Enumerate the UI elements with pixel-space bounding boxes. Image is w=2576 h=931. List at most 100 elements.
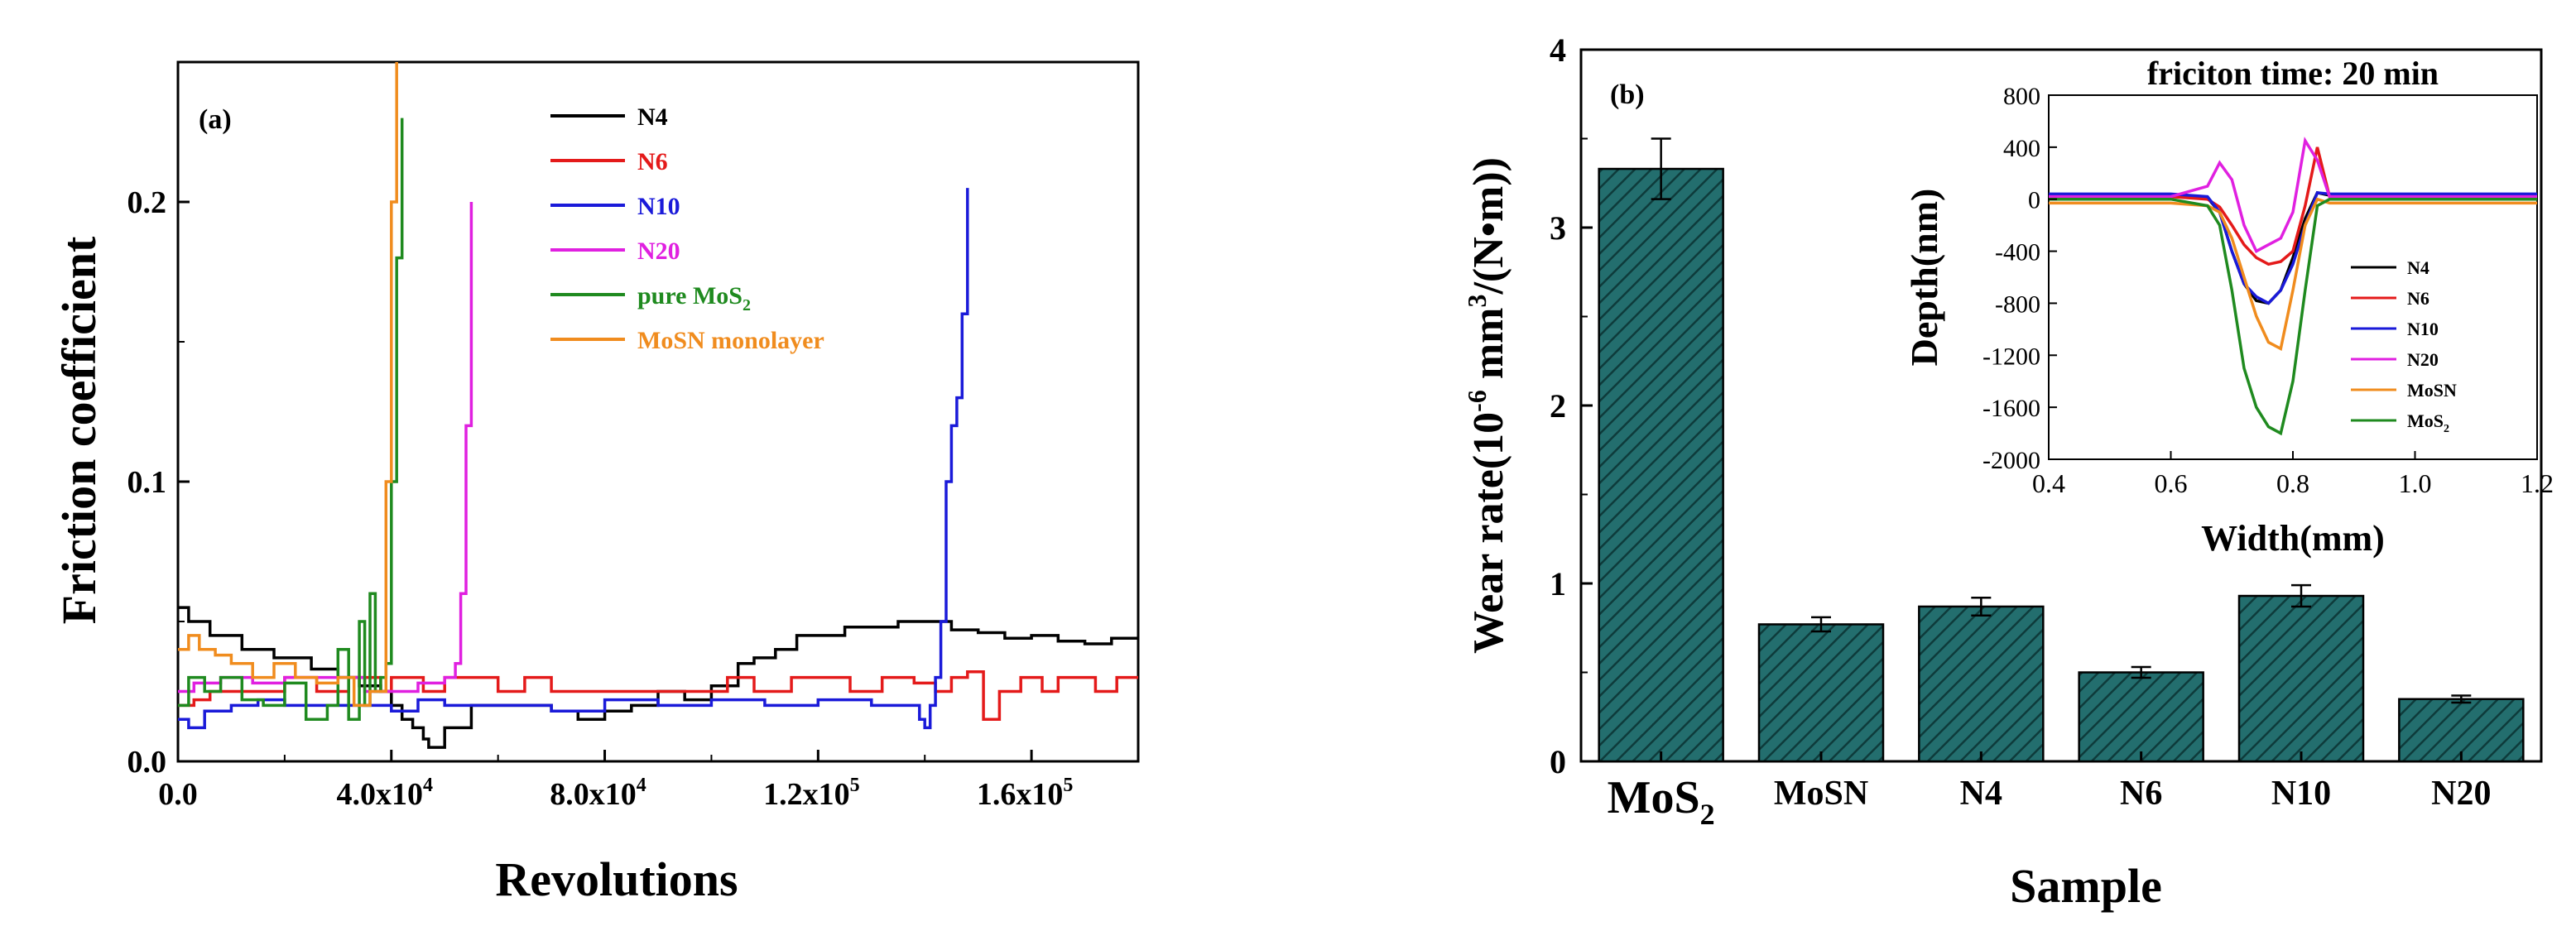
x-category-label: N6	[2120, 775, 2162, 813]
y-tick-label: 0	[1550, 743, 1566, 780]
x-category-label-main: N6	[2120, 775, 2162, 813]
x-category-label: MoSN	[1774, 775, 1868, 813]
bar-n10	[2237, 594, 2365, 763]
panel-a-xlabel: Revolutions	[495, 852, 738, 906]
inset-legend-label-main: MoS	[2407, 410, 2444, 431]
inset-y-tick-label: -400	[1995, 239, 2040, 266]
inset-x-tick-label: 0.4	[2032, 468, 2065, 498]
inset-y-tick-label: 400	[2003, 135, 2040, 162]
legend-label-main: N6	[637, 148, 668, 175]
x-category-label: MoS2	[1608, 772, 1715, 831]
inset-x-tick-label: 1.0	[2399, 468, 2432, 498]
inset-y-tick-label: 800	[2003, 83, 2040, 110]
bar-n20	[2398, 698, 2525, 763]
inset-series-line-n10	[2049, 191, 2537, 305]
legend-label: N20	[637, 238, 680, 265]
panel-b-ylabel: Wear rate(10-6 mm3/(N•m))	[1462, 157, 1512, 654]
y-tick-label: 2	[1550, 387, 1566, 425]
x-tick-label-exponent: 5	[1063, 775, 1073, 796]
legend-label: N10	[637, 193, 680, 220]
inset-legend-label-main: N10	[2407, 319, 2439, 339]
inset-ticks: 0.4 0.6 0.8 1.0 1.2 -2000 -1600 -1200 -800 -400 0 4…	[1982, 83, 2554, 498]
inset-y-tick-label: -1200	[1982, 343, 2040, 370]
y-tick-label: 1	[1550, 565, 1566, 602]
y-tick-label: 4	[1550, 31, 1566, 69]
series-line-mosn-monolayer	[178, 62, 398, 708]
panel-b-ylabel-unit: mm	[1465, 308, 1512, 391]
series-line-pure-mos	[178, 118, 404, 722]
x-tick-label: 1.6x105	[977, 775, 1074, 812]
legend-label-main: N10	[637, 193, 680, 220]
x-tick-label-mantissa: 1.2x10	[763, 777, 850, 812]
inset-legend-label-main: N4	[2407, 257, 2429, 278]
panel-a-legend: N4 N6 N10 N20 pure MoS2 MoSN monolayer	[550, 103, 824, 354]
x-tick-label-mantissa: 8.0x10	[550, 777, 637, 812]
inset-y-tick-label: -2000	[1982, 447, 2040, 474]
x-tick-label-mantissa: 1.6x10	[977, 777, 1064, 812]
legend-label-sub: 2	[743, 296, 751, 314]
inset-legend: N4 N6 N10 N20 MoSN MoS2	[2351, 257, 2457, 435]
legend-label: N4	[637, 103, 668, 131]
panel-a-series-group	[178, 62, 1138, 749]
inset-title: friciton time: 20 min	[2147, 55, 2439, 92]
legend-label: MoSN monolayer	[637, 327, 824, 354]
x-tick-label-exponent: 4	[423, 775, 433, 796]
inset-background	[2045, 91, 2537, 459]
x-tick-label-mantissa: 0.0	[158, 777, 198, 812]
inset-xlabel: Width(mm)	[2201, 518, 2385, 559]
legend-label-main: N4	[637, 103, 668, 131]
x-tick-label-exponent: 4	[637, 775, 646, 796]
inset-legend-label: N10	[2407, 319, 2439, 339]
panel-a-ylabel: Friction coefficient	[52, 236, 106, 624]
x-tick-label-exponent: 5	[850, 775, 860, 796]
inset-legend-label-sub: 2	[2444, 423, 2449, 435]
x-category-label-sub: 2	[1700, 798, 1715, 831]
inset-legend-label-main: MoSN	[2407, 380, 2457, 401]
panel-b-xlabel: Sample	[2010, 859, 2162, 913]
x-category-label: N4	[1960, 775, 2002, 813]
panel-b-ylabel-prefix: Wear rate(10	[1465, 412, 1512, 654]
legend-label-main: MoSN monolayer	[637, 327, 824, 354]
panel-b-inset-chart: 0.4 0.6 0.8 1.0 1.2 -2000 -1600 -1200 -800 -400 0 4…	[1903, 55, 2554, 559]
y-tick-label: 3	[1550, 209, 1566, 247]
inset-x-tick-label: 1.2	[2521, 468, 2554, 498]
legend-label: N6	[637, 148, 668, 175]
inset-series-group	[2049, 137, 2537, 436]
legend-label-main: pure MoS	[637, 282, 743, 310]
inset-legend-label: N20	[2407, 349, 2439, 370]
inset-y-tick-label: 0	[2028, 187, 2040, 214]
panel-b-label: (b)	[1610, 79, 1645, 110]
inset-x-tick-label: 0.6	[2155, 468, 2188, 498]
y-tick-label: 0.1	[127, 465, 167, 500]
inset-legend-label: N4	[2407, 257, 2429, 278]
inset-legend-label: MoS2	[2407, 410, 2449, 435]
series-line-n10	[178, 188, 969, 730]
inset-legend-label-main: N20	[2407, 349, 2439, 370]
bar-mos2	[1598, 167, 1724, 763]
bar-n6	[2078, 671, 2204, 763]
bar-n4	[1918, 605, 2045, 763]
series-line-n20	[178, 202, 473, 693]
panel-a-label: (a)	[199, 104, 232, 135]
y-tick-label: 0.0	[127, 745, 167, 780]
legend-label-main: N20	[637, 238, 680, 265]
inset-series-line-n20	[2049, 137, 2537, 254]
inset-x-tick-label: 0.8	[2276, 468, 2309, 498]
inset-legend-label: MoSN	[2407, 380, 2457, 401]
x-tick-label: 0.0	[158, 777, 198, 812]
x-tick-label: 1.2x105	[763, 775, 859, 812]
x-category-label-main: N4	[1960, 775, 2002, 813]
x-category-label-main: MoS	[1608, 772, 1700, 823]
panel-b-bars	[1598, 137, 2525, 763]
inset-legend-label-main: N6	[2407, 288, 2429, 309]
x-category-label: N20	[2431, 775, 2491, 813]
panel-a-friction-chart: 0.0 4.0x104 8.0x104 1.2x105 1.6x1050.00.10.2…	[52, 60, 1140, 906]
panel-a-frame	[176, 60, 1140, 763]
panel-b-ylabel-exp1: -6	[1462, 390, 1492, 412]
x-category-label-main: N20	[2431, 775, 2491, 813]
x-category-label-main: MoSN	[1774, 775, 1868, 813]
